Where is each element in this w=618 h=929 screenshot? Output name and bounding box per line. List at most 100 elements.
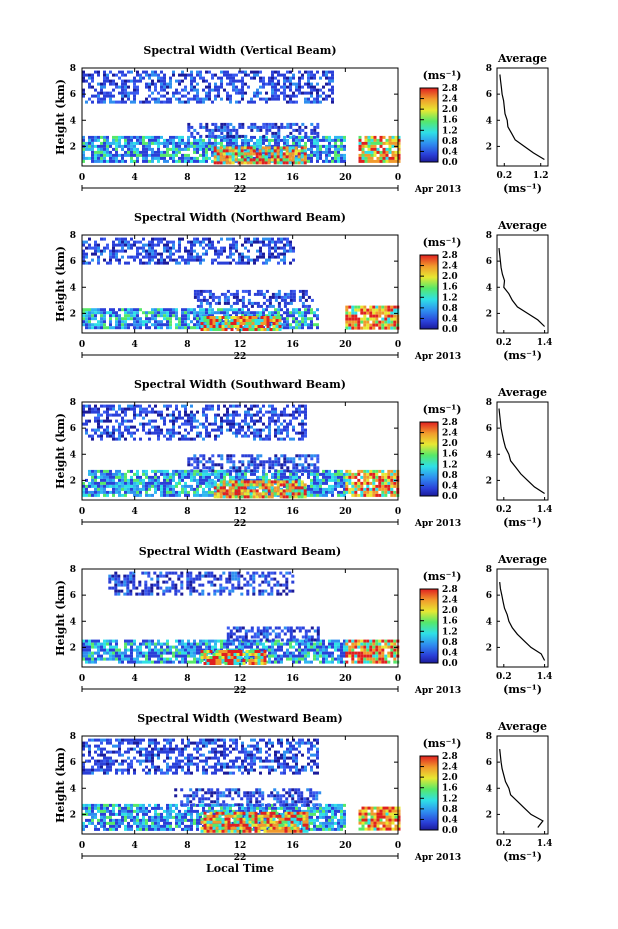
heatmap-cell	[208, 141, 211, 145]
heatmap-cell	[259, 76, 262, 80]
heatmap-cell	[139, 413, 142, 417]
heatmap-cell	[91, 326, 94, 330]
heatmap-cell	[184, 472, 187, 476]
heatmap-cell	[295, 122, 299, 126]
heatmap-cell	[85, 326, 88, 330]
heatmap-cell	[230, 328, 234, 331]
heatmap-cell	[367, 135, 371, 139]
heatmap-cell	[136, 141, 139, 145]
heatmap-cell	[265, 91, 268, 95]
heatmap-cell	[262, 79, 265, 83]
heatmap-cell	[130, 645, 133, 649]
heatmap-cell	[286, 85, 289, 89]
heatmap-cell	[100, 469, 103, 473]
heatmap-cell	[190, 134, 194, 138]
heatmap-cell	[226, 141, 229, 145]
heatmap-cell	[91, 94, 94, 98]
heatmap-cell	[358, 147, 362, 151]
heatmap-cell	[178, 261, 181, 265]
heatmap-cell	[91, 150, 94, 154]
heatmap-cell	[307, 487, 310, 491]
heatmap-cell	[187, 472, 190, 476]
heatmap-cell	[229, 82, 232, 86]
heatmap-cell	[205, 156, 208, 160]
heatmap-cell	[217, 88, 220, 92]
heatmap-cell	[283, 88, 286, 92]
heatmap-cell	[325, 153, 328, 157]
heatmap-cell	[208, 404, 211, 408]
heatmap-cell	[211, 404, 214, 408]
heatmap-cell	[124, 240, 127, 244]
heatmap-cell	[82, 258, 85, 262]
heatmap-cell	[340, 156, 343, 160]
heatmap-cell	[277, 431, 280, 435]
heatmap-cell	[211, 134, 215, 138]
heatmap-cell	[237, 492, 241, 496]
heatmap-cell	[289, 97, 292, 101]
heatmap-cell	[361, 156, 365, 160]
heatmap-cell	[97, 320, 100, 324]
heatmap-cell	[375, 308, 379, 312]
heatmap-cell	[292, 73, 295, 77]
heatmap-cell	[370, 150, 374, 154]
heatmap-cell	[175, 153, 178, 157]
heatmap-cell	[387, 469, 391, 473]
heatmap-cell	[202, 156, 205, 160]
heatmap-cell	[253, 466, 257, 470]
heatmap-cell	[205, 475, 208, 479]
heatmap-cell	[106, 94, 109, 98]
heatmap-cell	[387, 320, 391, 324]
heatmap-cell	[295, 475, 298, 479]
heatmap-cell	[115, 252, 118, 256]
heatmap-cell	[310, 82, 313, 86]
heatmap-cell	[295, 407, 298, 411]
heatmap-cell	[214, 434, 217, 438]
heatmap-cell	[172, 425, 175, 429]
colorbar-tick-label: 2.4	[442, 429, 458, 439]
colorbar-tick-label: 1.6	[442, 283, 458, 293]
heatmap-cell	[166, 651, 169, 655]
heatmap-cell	[225, 155, 229, 159]
heatmap-cell	[313, 150, 316, 154]
heatmap-cell	[262, 472, 265, 476]
heatmap-cell	[205, 311, 208, 315]
heatmap-cell	[231, 149, 235, 153]
heatmap-cell	[127, 261, 130, 265]
heatmap-cell	[278, 319, 282, 322]
heatmap-cell	[313, 153, 316, 157]
heatmap-cell	[124, 249, 127, 253]
heatmap-cell	[292, 82, 295, 86]
heatmap-cell	[193, 249, 196, 253]
heatmap-cell	[304, 91, 307, 95]
heatmap-cell	[224, 319, 228, 322]
heatmap-cell	[285, 492, 289, 496]
heatmap-cell	[354, 308, 358, 312]
heatmap-cell	[264, 149, 268, 153]
heatmap-cell	[190, 457, 194, 461]
heatmap-cell	[130, 654, 133, 658]
heatmap-cell	[109, 100, 112, 104]
heatmap-cell	[181, 255, 184, 259]
heatmap-cell	[196, 70, 199, 74]
heatmap-cell	[133, 410, 136, 414]
x-tick-label: 0	[79, 340, 85, 350]
heatmap-cell	[106, 490, 109, 494]
heatmap-cell	[205, 484, 208, 488]
heatmap-cell	[310, 156, 313, 160]
heatmap-cell	[121, 237, 124, 241]
heatmap-cell	[268, 246, 271, 250]
heatmap-cell	[199, 97, 202, 101]
heatmap-cell	[297, 152, 301, 156]
heatmap-cell	[334, 135, 337, 139]
heatmap-cell	[184, 249, 187, 253]
heatmap-cell	[232, 138, 235, 142]
heatmap-cell	[136, 255, 139, 259]
heatmap-cell	[393, 323, 397, 327]
heatmap-cell	[345, 487, 349, 491]
heatmap-cell	[241, 645, 244, 649]
heatmap-cell	[127, 419, 130, 423]
heatmap-cell	[282, 483, 286, 487]
heatmap-cell	[247, 261, 250, 265]
heatmap-cell	[303, 149, 307, 153]
heatmap-cell	[217, 434, 220, 438]
